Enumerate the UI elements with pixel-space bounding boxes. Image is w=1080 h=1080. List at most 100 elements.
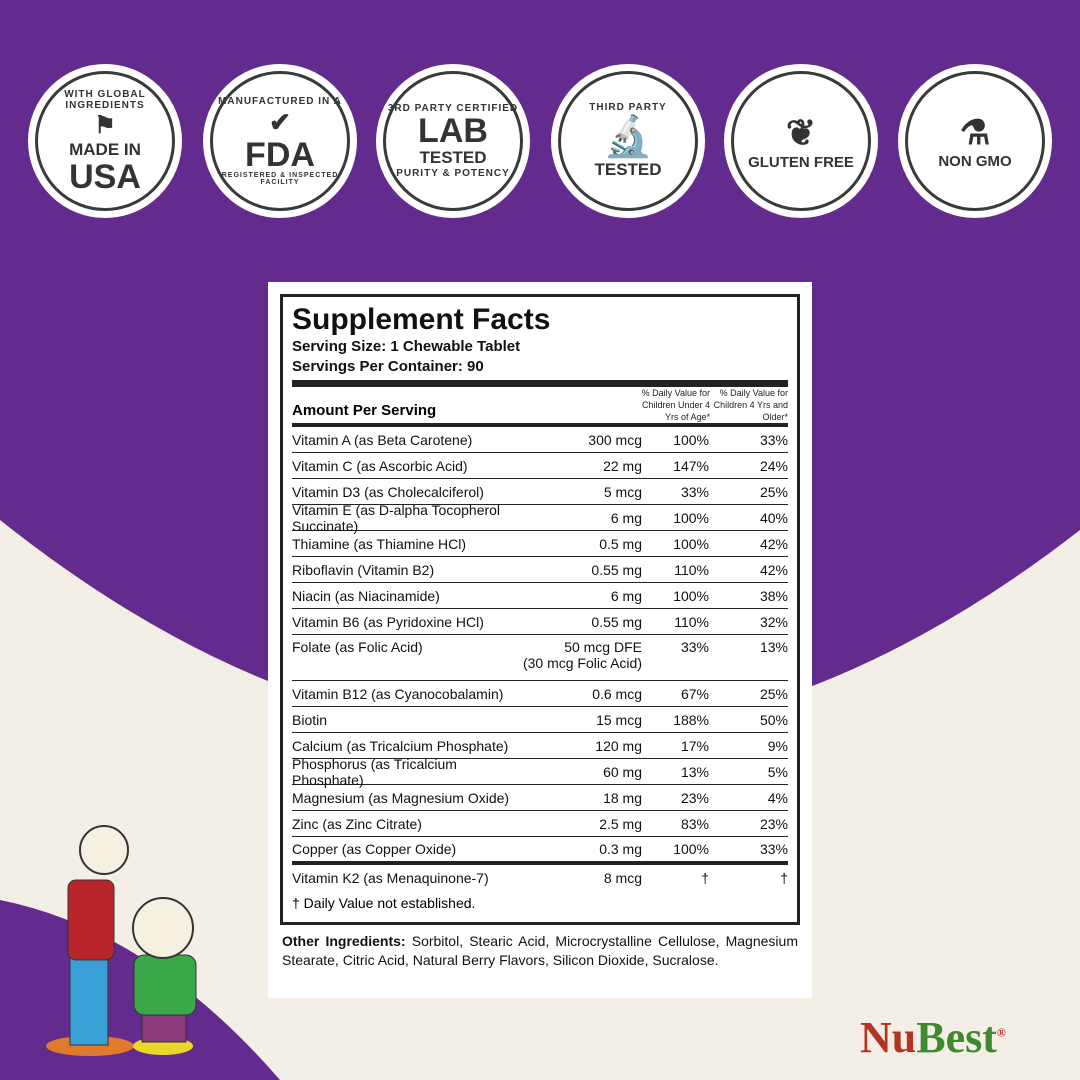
nubest-logo: NuBest®: [860, 1012, 1006, 1063]
badge-text: MADE IN: [69, 139, 141, 159]
badge-text: TESTED: [419, 148, 487, 167]
nutrient-name: Folate (as Folic Acid): [292, 639, 423, 655]
dv-under4: 17%: [680, 737, 709, 754]
dv-under4: 67%: [680, 685, 709, 702]
nutrient-amount: 0.3 mg: [599, 841, 642, 857]
badge-text: REGISTERED & INSPECTED FACILITY: [221, 172, 339, 186]
dv-4plus: 4%: [767, 789, 788, 806]
nutrient-name: Niacin (as Niacinamide): [292, 587, 440, 604]
badge-text: FDA: [245, 136, 315, 174]
nutrient-row: Phosphorus (as Tricalcium Phosphate) 60 m…: [292, 755, 788, 788]
nutrient-name: Biotin: [292, 711, 328, 728]
dv-under4: 100%: [673, 535, 709, 552]
logo-text: Best: [916, 1013, 997, 1062]
badge-text: LAB: [418, 112, 488, 150]
badge-text: NON GMO: [938, 152, 1012, 170]
nutrient-name: Vitamin A (as Beta Carotene): [292, 431, 473, 448]
nutrient-name: Zinc (as Zinc Citrate): [292, 815, 422, 832]
dv-under4: 33%: [680, 483, 709, 500]
other-ingredients: Other Ingredients: Sorbitol, Stearic Aci…: [282, 932, 798, 970]
nutrient-amount: 6 mg: [610, 587, 642, 604]
nutrient-row: Copper (as Copper Oxide) 0.3 mg 100% 33%: [292, 837, 788, 865]
table-header: Amount Per Serving % Daily Value for Chi…: [292, 387, 788, 427]
nutrient-name: Vitamin E (as D-alpha Tocopherol Succina…: [292, 501, 501, 534]
nutrient-row: Vitamin B6 (as Pyridoxine HCl) 0.55 mg 110…: [292, 609, 788, 635]
nutrient-amount: 5 mcg: [603, 483, 642, 500]
dv-under4: 100%: [673, 509, 709, 526]
badge-text: THIRD PARTY: [589, 102, 667, 113]
dv-4plus: 5%: [767, 763, 788, 780]
dv-4plus: 40%: [759, 509, 788, 526]
dv-under4: 100%: [673, 587, 709, 604]
dv-4plus: 24%: [759, 457, 788, 474]
nutrient-name: Magnesium (as Magnesium Oxide): [292, 789, 510, 806]
serving-size: Serving Size: 1 Chewable Tablet: [292, 338, 521, 355]
badge-non-gmo: ⚗ NON GMO: [898, 64, 1052, 218]
registered-mark: ®: [996, 1025, 1006, 1040]
nutrient-name: Vitamin K2 (as Menaquinone-7): [292, 870, 489, 886]
nutrient-name: Copper (as Copper Oxide): [292, 841, 457, 857]
nutrient-amount: 22 mg: [603, 457, 642, 474]
facts-title: Supplement Facts: [292, 303, 551, 336]
nutrient-amount: 0.55 mg: [591, 613, 642, 630]
nutrient-amount: 0.5 mg: [599, 535, 642, 552]
badge-text: USA: [69, 157, 141, 196]
dv-under4: 100%: [673, 841, 709, 857]
badge-text: 3RD PARTY CERTIFIED: [387, 103, 519, 114]
nutrient-amount: 18 mg: [603, 789, 642, 806]
badge-third-party-tested: THIRD PARTY 🔬 TESTED: [551, 64, 705, 218]
nutrient-row: Niacin (as Niacinamide) 6 mg 100% 38%: [292, 583, 788, 609]
nutrient-name: Riboflavin (Vitamin B2): [292, 561, 435, 578]
badge-gluten-free: ❦ GLUTEN FREE: [724, 64, 878, 218]
nutrient-amount: 0.6 mcg: [592, 685, 642, 702]
dv-under4: 188%: [673, 711, 709, 728]
nutrient-name: Phosphorus (as Tricalcium Phosphate): [292, 755, 457, 788]
us-flag-icon: ⚑: [94, 111, 116, 139]
nutrient-amount: 120 mg: [595, 737, 642, 754]
badge-made-in-usa: WITH GLOBAL INGREDIENTS ⚑ MADE IN USA: [28, 64, 182, 218]
dv-under4: 147%: [673, 457, 709, 474]
facts-panel: Supplement Facts Serving Size: 1 Chewabl…: [280, 294, 800, 925]
dv-under4: 83%: [680, 815, 709, 832]
nutrient-amount: 15 mcg: [596, 711, 642, 728]
dv-4plus: †: [780, 870, 788, 886]
dv-under4: †: [701, 870, 709, 886]
nutrient-name: Vitamin C (as Ascorbic Acid): [292, 457, 468, 474]
dv-under4: 110%: [674, 561, 709, 578]
nutrient-row: Folate (as Folic Acid) 50 mcg DFE (30 mcg …: [292, 635, 788, 681]
nutrient-name: Vitamin B12 (as Cyanocobalamin): [292, 685, 504, 702]
nutrient-row: Vitamin E (as D-alpha Tocopherol Succina…: [292, 501, 788, 534]
nutrient-name: Calcium (as Tricalcium Phosphate): [292, 737, 509, 754]
wheat-icon: ❦: [785, 111, 817, 153]
checkmark-icon: ✔: [269, 107, 291, 137]
nutrient-name: Thiamine (as Thiamine HCl): [292, 535, 467, 552]
dv-4plus: 33%: [759, 431, 788, 448]
dv-under4: 33%: [680, 639, 709, 655]
dv-4plus: 33%: [759, 841, 788, 857]
nutrient-amount: 50 mcg DFE (30 mcg Folic Acid): [522, 639, 642, 671]
dv-4plus: 23%: [759, 815, 788, 832]
dv-under4: 13%: [680, 763, 709, 780]
dv-under4: 110%: [674, 613, 709, 630]
flask-icon: ⚗: [959, 113, 991, 152]
badge-lab-tested: 3RD PARTY CERTIFIED LAB TESTED PURITY & …: [376, 64, 530, 218]
nutrient-row: Magnesium (as Magnesium Oxide) 18 mg 23% 4%: [292, 785, 788, 811]
nutrient-amount: 6 mg: [610, 509, 642, 526]
nutrient-amount: 60 mg: [603, 763, 642, 780]
nutrient-name: Vitamin D3 (as Cholecalciferol): [292, 483, 484, 500]
badge-text: WITH GLOBAL INGREDIENTS: [64, 88, 146, 111]
dv-4plus: 38%: [759, 587, 788, 604]
badge-fda: MANUFACTURED IN A ✔ FDA REGISTERED & INS…: [203, 64, 357, 218]
amount-header: Amount Per Serving: [292, 402, 437, 419]
dv-4plus: 13%: [759, 639, 788, 655]
divider: [292, 380, 788, 387]
dv-under4: 23%: [680, 789, 709, 806]
nutrient-row: Calcium (as Tricalcium Phosphate) 120 mg 1…: [292, 733, 788, 759]
nutrient-row: Biotin 15 mcg 188% 50%: [292, 707, 788, 733]
other-ingredients-label: Other Ingredients:: [282, 933, 406, 949]
cartoon-kids-illustration: [46, 825, 197, 1056]
dv-4plus: 42%: [759, 535, 788, 552]
dv-under4-header: % Daily Value for Children Under 4 Yrs o…: [641, 388, 710, 422]
nutrient-row: Thiamine (as Thiamine HCl) 0.5 mg 100% 42%: [292, 531, 788, 557]
dv-under4: 100%: [673, 431, 709, 448]
